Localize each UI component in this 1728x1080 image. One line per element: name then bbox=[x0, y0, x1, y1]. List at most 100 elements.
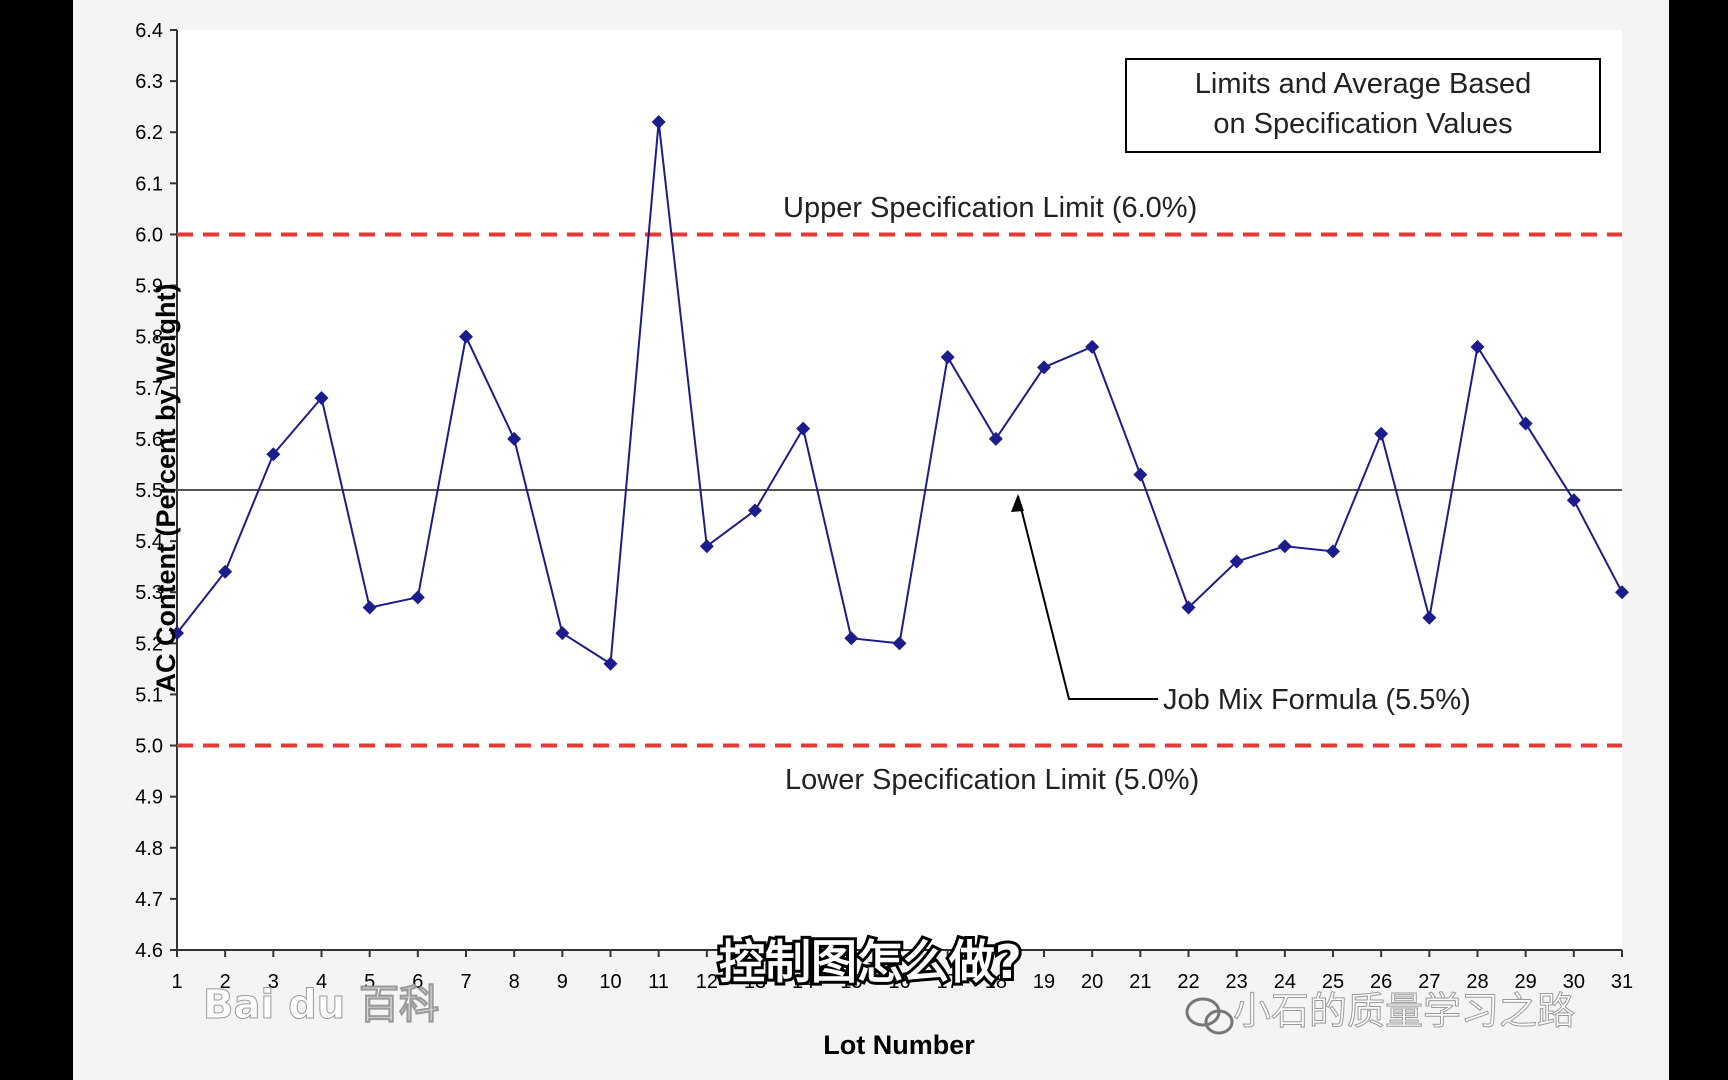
y-tick-label: 4.9 bbox=[135, 787, 163, 809]
data-point-marker bbox=[410, 590, 425, 605]
y-tick-label: 6.4 bbox=[135, 20, 163, 42]
x-tick-label: 21 bbox=[1129, 971, 1151, 993]
x-tick-label: 23 bbox=[1226, 971, 1248, 993]
x-tick-label: 5 bbox=[364, 971, 375, 993]
data-point-marker bbox=[1374, 426, 1389, 441]
data-point-marker bbox=[892, 636, 907, 651]
y-tick-label: 5.6 bbox=[135, 429, 163, 451]
data-point-marker bbox=[1326, 544, 1340, 559]
x-tick-label: 28 bbox=[1466, 971, 1488, 993]
y-tick-label: 5.5 bbox=[135, 480, 163, 502]
data-point-marker bbox=[1615, 585, 1629, 600]
data-point-marker bbox=[170, 626, 184, 641]
watermark-right: 小石的质量学习之路 bbox=[1233, 989, 1575, 1033]
x-tick-label: 16 bbox=[888, 971, 910, 993]
x-tick-label: 24 bbox=[1274, 971, 1296, 993]
x-tick-label: 22 bbox=[1177, 971, 1199, 993]
data-point-marker bbox=[266, 447, 281, 462]
x-tick-label: 12 bbox=[696, 971, 718, 993]
data-point-marker bbox=[699, 539, 714, 554]
y-tick-label: 5.7 bbox=[135, 378, 163, 400]
x-tick-label: 3 bbox=[268, 971, 279, 993]
x-tick-label: 29 bbox=[1515, 971, 1537, 993]
y-tick-label: 4.6 bbox=[135, 940, 163, 962]
baidu-watermark: Bai du 百科 bbox=[203, 982, 440, 1029]
data-point-marker bbox=[1133, 467, 1148, 482]
y-tick-label: 5.8 bbox=[135, 327, 163, 349]
x-tick-label: 15 bbox=[840, 971, 862, 993]
data-point-marker bbox=[555, 626, 570, 641]
chart-frame: 4.6 4.7 4.8 4.9 5.0 5.1 5.2 5.3 5.4 5.5 5.6 5.7 5.8 5… bbox=[73, 0, 1669, 1080]
reference-lines bbox=[177, 232, 1622, 748]
watermark-left: Bai du 百科 bbox=[203, 982, 439, 1028]
x-tick-label: 7 bbox=[460, 971, 471, 993]
data-point-marker bbox=[988, 431, 1003, 446]
data-point-marker bbox=[1518, 416, 1533, 431]
x-tick-label: 31 bbox=[1611, 971, 1633, 993]
x-tick-label: 2 bbox=[220, 971, 231, 993]
data-point-marker bbox=[314, 391, 329, 405]
x-tick-label: 26 bbox=[1370, 971, 1392, 993]
data-point-marker bbox=[218, 564, 233, 579]
job-mix-formula-label: Job Mix Formula (5.5%) bbox=[1163, 684, 1471, 716]
x-tick-label: 8 bbox=[509, 971, 520, 993]
annotation-line: on Specification Values bbox=[1213, 108, 1512, 140]
annotation-box: Limits and Average Based on Specification… bbox=[1125, 58, 1601, 153]
annotation-text: Limits and Average Based on Specification… bbox=[1195, 68, 1531, 140]
x-tick-label: 30 bbox=[1563, 971, 1585, 993]
y-tick-label: 5.1 bbox=[135, 684, 163, 706]
data-point-marker bbox=[1037, 360, 1051, 375]
data-point-marker bbox=[362, 600, 377, 615]
data-point-marker bbox=[459, 329, 473, 344]
data-point-marker bbox=[844, 631, 859, 646]
data-point-marker bbox=[1422, 610, 1437, 625]
x-tick-label: 10 bbox=[599, 971, 621, 993]
y-tick-label: 6.3 bbox=[135, 71, 163, 93]
job-mix-formula-arrow bbox=[1011, 494, 1158, 700]
wechat-watermark: 小石的质量学习之路 bbox=[1185, 989, 1576, 1035]
data-point-marker bbox=[603, 656, 618, 671]
y-tick-label: 5.9 bbox=[135, 276, 163, 298]
x-tick-label: 17 bbox=[937, 971, 959, 993]
x-tick-label: 4 bbox=[316, 971, 327, 993]
wechat-icon bbox=[1185, 997, 1234, 1035]
x-tick-label: 18 bbox=[985, 971, 1007, 993]
data-point-marker bbox=[1229, 554, 1244, 569]
x-tick-label: 27 bbox=[1418, 971, 1440, 993]
x-tick-label: 14 bbox=[792, 971, 814, 993]
annotation-line: Limits and Average Based bbox=[1195, 68, 1531, 100]
x-tick-label: 6 bbox=[412, 971, 423, 993]
y-tick-label: 6.0 bbox=[135, 224, 163, 246]
y-tick-label: 4.8 bbox=[135, 838, 163, 860]
data-point-marker bbox=[1181, 600, 1196, 615]
x-tick-label: 25 bbox=[1322, 971, 1344, 993]
control-chart: 4.6 4.7 4.8 4.9 5.0 5.1 5.2 5.3 5.4 5.5 5.6 5.7 5.8 5… bbox=[135, 20, 1633, 1060]
data-point-marker bbox=[1470, 339, 1485, 354]
upper-spec-limit-label: Upper Specification Limit (6.0%) bbox=[783, 192, 1197, 224]
y-tick-label: 5.4 bbox=[135, 531, 163, 553]
data-point-marker bbox=[651, 115, 666, 129]
x-tick-label: 9 bbox=[557, 971, 568, 993]
x-tick-label: 1 bbox=[171, 971, 182, 993]
data-point-marker bbox=[940, 350, 955, 365]
data-point-marker bbox=[796, 421, 811, 436]
data-point-marker bbox=[748, 503, 762, 518]
y-tick-label: 5.2 bbox=[135, 633, 163, 655]
x-tick-label: 11 bbox=[648, 971, 669, 993]
x-tick-label: 13 bbox=[744, 971, 766, 993]
lower-spec-limit-label: Lower Specification Limit (5.0%) bbox=[785, 764, 1199, 796]
y-axis-label: AC Content (Percent by Weight) bbox=[151, 283, 181, 692]
tick-labels: 4.6 4.7 4.8 4.9 5.0 5.1 5.2 5.3 5.4 5.5 5.6 5.7 5.8 5… bbox=[135, 20, 1633, 993]
subtitle-caption: 控制图怎么做? bbox=[719, 935, 1022, 989]
y-tick-label: 5.0 bbox=[135, 736, 163, 758]
y-tick-label: 5.3 bbox=[135, 582, 163, 604]
x-tick-label: 19 bbox=[1033, 971, 1055, 993]
data-point-marker bbox=[1566, 493, 1581, 508]
y-tick-label: 6.1 bbox=[135, 173, 163, 195]
y-tick-label: 4.7 bbox=[135, 889, 163, 911]
x-axis-label: Lot Number bbox=[823, 1030, 975, 1060]
data-point-marker bbox=[507, 431, 522, 446]
data-point-marker bbox=[1085, 339, 1100, 354]
series-line bbox=[170, 115, 1629, 671]
x-tick-label: 20 bbox=[1081, 971, 1103, 993]
